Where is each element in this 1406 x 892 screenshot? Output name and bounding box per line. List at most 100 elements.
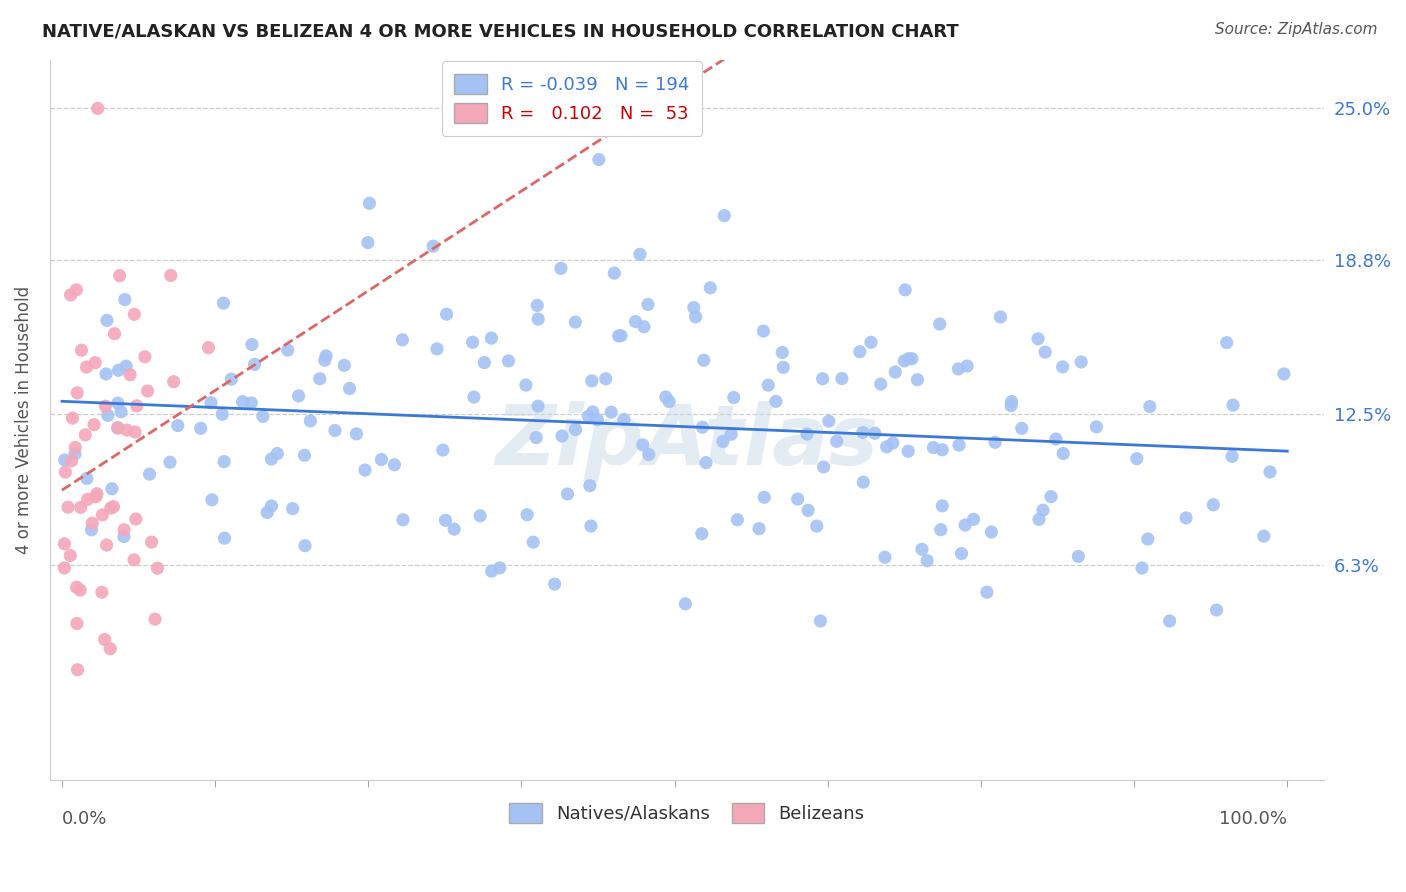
Point <box>922 441 945 455</box>
Point <box>62 411 84 425</box>
Point <box>810 614 832 628</box>
Point <box>97 409 120 423</box>
Point <box>720 427 742 442</box>
Point <box>931 442 953 457</box>
Point <box>112 530 135 544</box>
Point <box>354 463 377 477</box>
Point <box>461 335 484 350</box>
Point <box>1202 498 1225 512</box>
Point <box>796 427 818 442</box>
Point <box>134 350 156 364</box>
Point <box>557 487 579 501</box>
Point <box>339 382 361 396</box>
Point <box>159 268 181 283</box>
Point <box>443 522 465 536</box>
Point <box>579 478 602 492</box>
Point <box>136 384 159 398</box>
Point <box>582 405 605 419</box>
Point <box>370 452 392 467</box>
Point <box>212 455 235 469</box>
Point <box>1070 355 1092 369</box>
Point <box>359 196 381 211</box>
Point <box>1000 399 1022 413</box>
Point <box>527 399 550 413</box>
Point <box>893 354 915 368</box>
Point <box>522 535 544 549</box>
Point <box>98 641 121 656</box>
Point <box>76 359 98 374</box>
Point <box>63 447 86 461</box>
Point <box>516 508 538 522</box>
Point <box>825 434 848 449</box>
Point <box>103 500 125 514</box>
Point <box>928 317 950 331</box>
Legend: Natives/Alaskans, Belizeans: Natives/Alaskans, Belizeans <box>496 790 877 836</box>
Point <box>876 440 898 454</box>
Point <box>240 337 263 351</box>
Point <box>882 436 904 450</box>
Point <box>956 359 979 373</box>
Point <box>472 355 495 369</box>
Point <box>498 354 520 368</box>
Point <box>692 420 714 434</box>
Point <box>66 616 89 631</box>
Point <box>806 519 828 533</box>
Point <box>107 421 129 435</box>
Point <box>884 365 907 379</box>
Point <box>120 368 142 382</box>
Point <box>108 268 131 283</box>
Point <box>1028 512 1050 526</box>
Text: NATIVE/ALASKAN VS BELIZEAN 4 OR MORE VEHICLES IN HOUSEHOLD CORRELATION CHART: NATIVE/ALASKAN VS BELIZEAN 4 OR MORE VEH… <box>42 22 959 40</box>
Point <box>586 412 609 426</box>
Point <box>551 429 574 443</box>
Text: 0.0%: 0.0% <box>62 810 107 828</box>
Point <box>212 296 235 310</box>
Point <box>84 490 107 504</box>
Point <box>655 390 678 404</box>
Point <box>699 281 721 295</box>
Point <box>90 585 112 599</box>
Point <box>463 390 485 404</box>
Point <box>101 482 124 496</box>
Point <box>1126 451 1149 466</box>
Point <box>984 435 1007 450</box>
Point <box>83 417 105 432</box>
Point <box>929 523 952 537</box>
Point <box>107 420 129 434</box>
Point <box>1040 490 1063 504</box>
Point <box>384 458 406 472</box>
Point <box>107 396 129 410</box>
Point <box>588 153 610 167</box>
Point <box>1000 394 1022 409</box>
Point <box>673 597 696 611</box>
Point <box>711 434 734 449</box>
Point <box>631 438 654 452</box>
Point <box>333 359 356 373</box>
Point <box>65 283 87 297</box>
Point <box>564 315 586 329</box>
Point <box>852 475 875 490</box>
Point <box>214 531 236 545</box>
Point <box>346 426 368 441</box>
Point <box>110 405 132 419</box>
Point <box>53 465 76 479</box>
Point <box>197 341 219 355</box>
Point <box>786 491 808 506</box>
Point <box>294 539 316 553</box>
Point <box>905 373 928 387</box>
Point <box>1139 400 1161 414</box>
Point <box>436 307 458 321</box>
Point <box>260 499 283 513</box>
Point <box>53 453 76 467</box>
Point <box>66 663 89 677</box>
Point <box>91 508 114 522</box>
Point <box>75 427 97 442</box>
Point <box>294 448 316 462</box>
Point <box>813 459 835 474</box>
Point <box>633 319 655 334</box>
Point <box>610 328 633 343</box>
Point <box>595 372 617 386</box>
Point <box>613 412 636 426</box>
Point <box>578 409 600 424</box>
Point <box>685 310 707 324</box>
